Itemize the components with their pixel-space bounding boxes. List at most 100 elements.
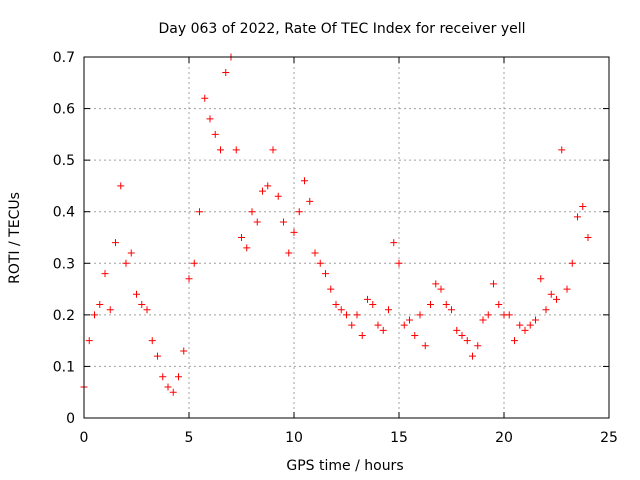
- data-point: [558, 146, 566, 154]
- data-point: [579, 203, 587, 211]
- y-tick-label: 0.7: [53, 50, 75, 66]
- data-point: [164, 383, 172, 391]
- chart-title: Day 063 of 2022, Rate Of TEC Index for r…: [158, 21, 525, 37]
- x-tick-label: 20: [495, 430, 513, 446]
- y-tick-label: 0.3: [53, 256, 75, 272]
- data-point: [180, 347, 188, 355]
- data-point: [411, 331, 419, 339]
- data-point: [253, 218, 261, 226]
- data-point: [542, 306, 550, 314]
- data-point: [390, 239, 398, 247]
- data-point: [453, 326, 461, 334]
- x-tick-label: 0: [80, 430, 89, 446]
- data-point: [301, 177, 308, 185]
- data-point: [196, 208, 203, 216]
- data-point: [280, 218, 287, 226]
- axis-ticks: 0 0.1 0.2 0.3 0.4 0.5 0.6 0.7 0 5 10 15 20 25: [53, 50, 618, 446]
- data-point: [421, 342, 429, 350]
- data-point: [474, 342, 482, 350]
- data-point: [122, 259, 130, 267]
- x-tick-label: 5: [185, 430, 194, 446]
- plot-frame: [83, 56, 610, 419]
- data-point: [400, 321, 408, 329]
- y-tick-label: 0.1: [53, 359, 75, 375]
- data-point: [563, 285, 571, 293]
- data-point: [96, 301, 104, 309]
- y-tick-label: 0.5: [53, 153, 75, 169]
- data-point: [238, 234, 245, 241]
- data-point: [185, 275, 193, 283]
- x-tick-label: 15: [390, 430, 408, 446]
- data-point: [537, 275, 545, 283]
- data-points: [80, 53, 592, 396]
- data-point: [232, 146, 240, 154]
- data-point: [133, 290, 140, 298]
- data-point: [469, 352, 476, 360]
- data-point: [574, 213, 581, 221]
- data-point: [495, 301, 503, 309]
- data-point: [385, 306, 392, 314]
- data-point: [379, 326, 387, 334]
- data-point: [547, 290, 555, 298]
- data-point: [526, 321, 534, 329]
- data-point: [505, 311, 513, 319]
- data-point: [274, 192, 282, 200]
- y-axis-label: ROTI / TECUs: [7, 192, 23, 284]
- data-point: [295, 208, 303, 216]
- data-point: [243, 244, 251, 252]
- data-point: [264, 182, 272, 190]
- data-point: [159, 373, 167, 381]
- data-point: [479, 316, 487, 324]
- data-point: [395, 259, 403, 267]
- data-point: [442, 301, 450, 309]
- data-point: [521, 326, 529, 334]
- data-point: [311, 249, 319, 257]
- data-point: [427, 301, 434, 309]
- data-point: [201, 94, 209, 102]
- data-point: [358, 331, 366, 339]
- data-point: [511, 337, 518, 345]
- y-tick-label: 0.6: [53, 102, 75, 118]
- data-point: [217, 146, 224, 154]
- data-point: [222, 68, 230, 76]
- data-point: [112, 239, 119, 247]
- data-point: [259, 187, 266, 195]
- y-tick-label: 0.2: [53, 308, 75, 324]
- data-point: [337, 306, 345, 314]
- data-point: [322, 270, 329, 278]
- data-point: [458, 331, 466, 339]
- data-point: [327, 285, 335, 293]
- data-point: [332, 301, 340, 309]
- data-point: [154, 352, 161, 360]
- data-point: [117, 182, 125, 190]
- data-point: [516, 321, 524, 329]
- x-tick-label: 25: [600, 430, 618, 446]
- data-point: [148, 337, 156, 345]
- y-tick-label: 0: [66, 411, 75, 427]
- data-point: [138, 301, 146, 309]
- data-point: [584, 234, 592, 241]
- data-point: [169, 388, 177, 396]
- data-point: [484, 311, 492, 319]
- data-point: [490, 280, 497, 288]
- data-point: [306, 197, 314, 205]
- y-tick-label: 0.4: [53, 205, 75, 221]
- data-point: [91, 311, 98, 319]
- data-point: [374, 321, 382, 329]
- data-point: [206, 115, 214, 123]
- data-point: [432, 280, 440, 288]
- data-point: [343, 311, 350, 319]
- data-point: [532, 316, 539, 324]
- data-point: [248, 208, 256, 216]
- data-point: [316, 259, 324, 267]
- data-point: [369, 301, 377, 309]
- data-point: [553, 295, 560, 303]
- data-point: [364, 295, 371, 303]
- data-point: [463, 337, 471, 345]
- data-point: [269, 146, 277, 154]
- grid-lines: [84, 57, 609, 418]
- data-point: [568, 259, 576, 267]
- data-point: [101, 270, 109, 278]
- data-point: [448, 306, 455, 314]
- data-point: [348, 321, 356, 329]
